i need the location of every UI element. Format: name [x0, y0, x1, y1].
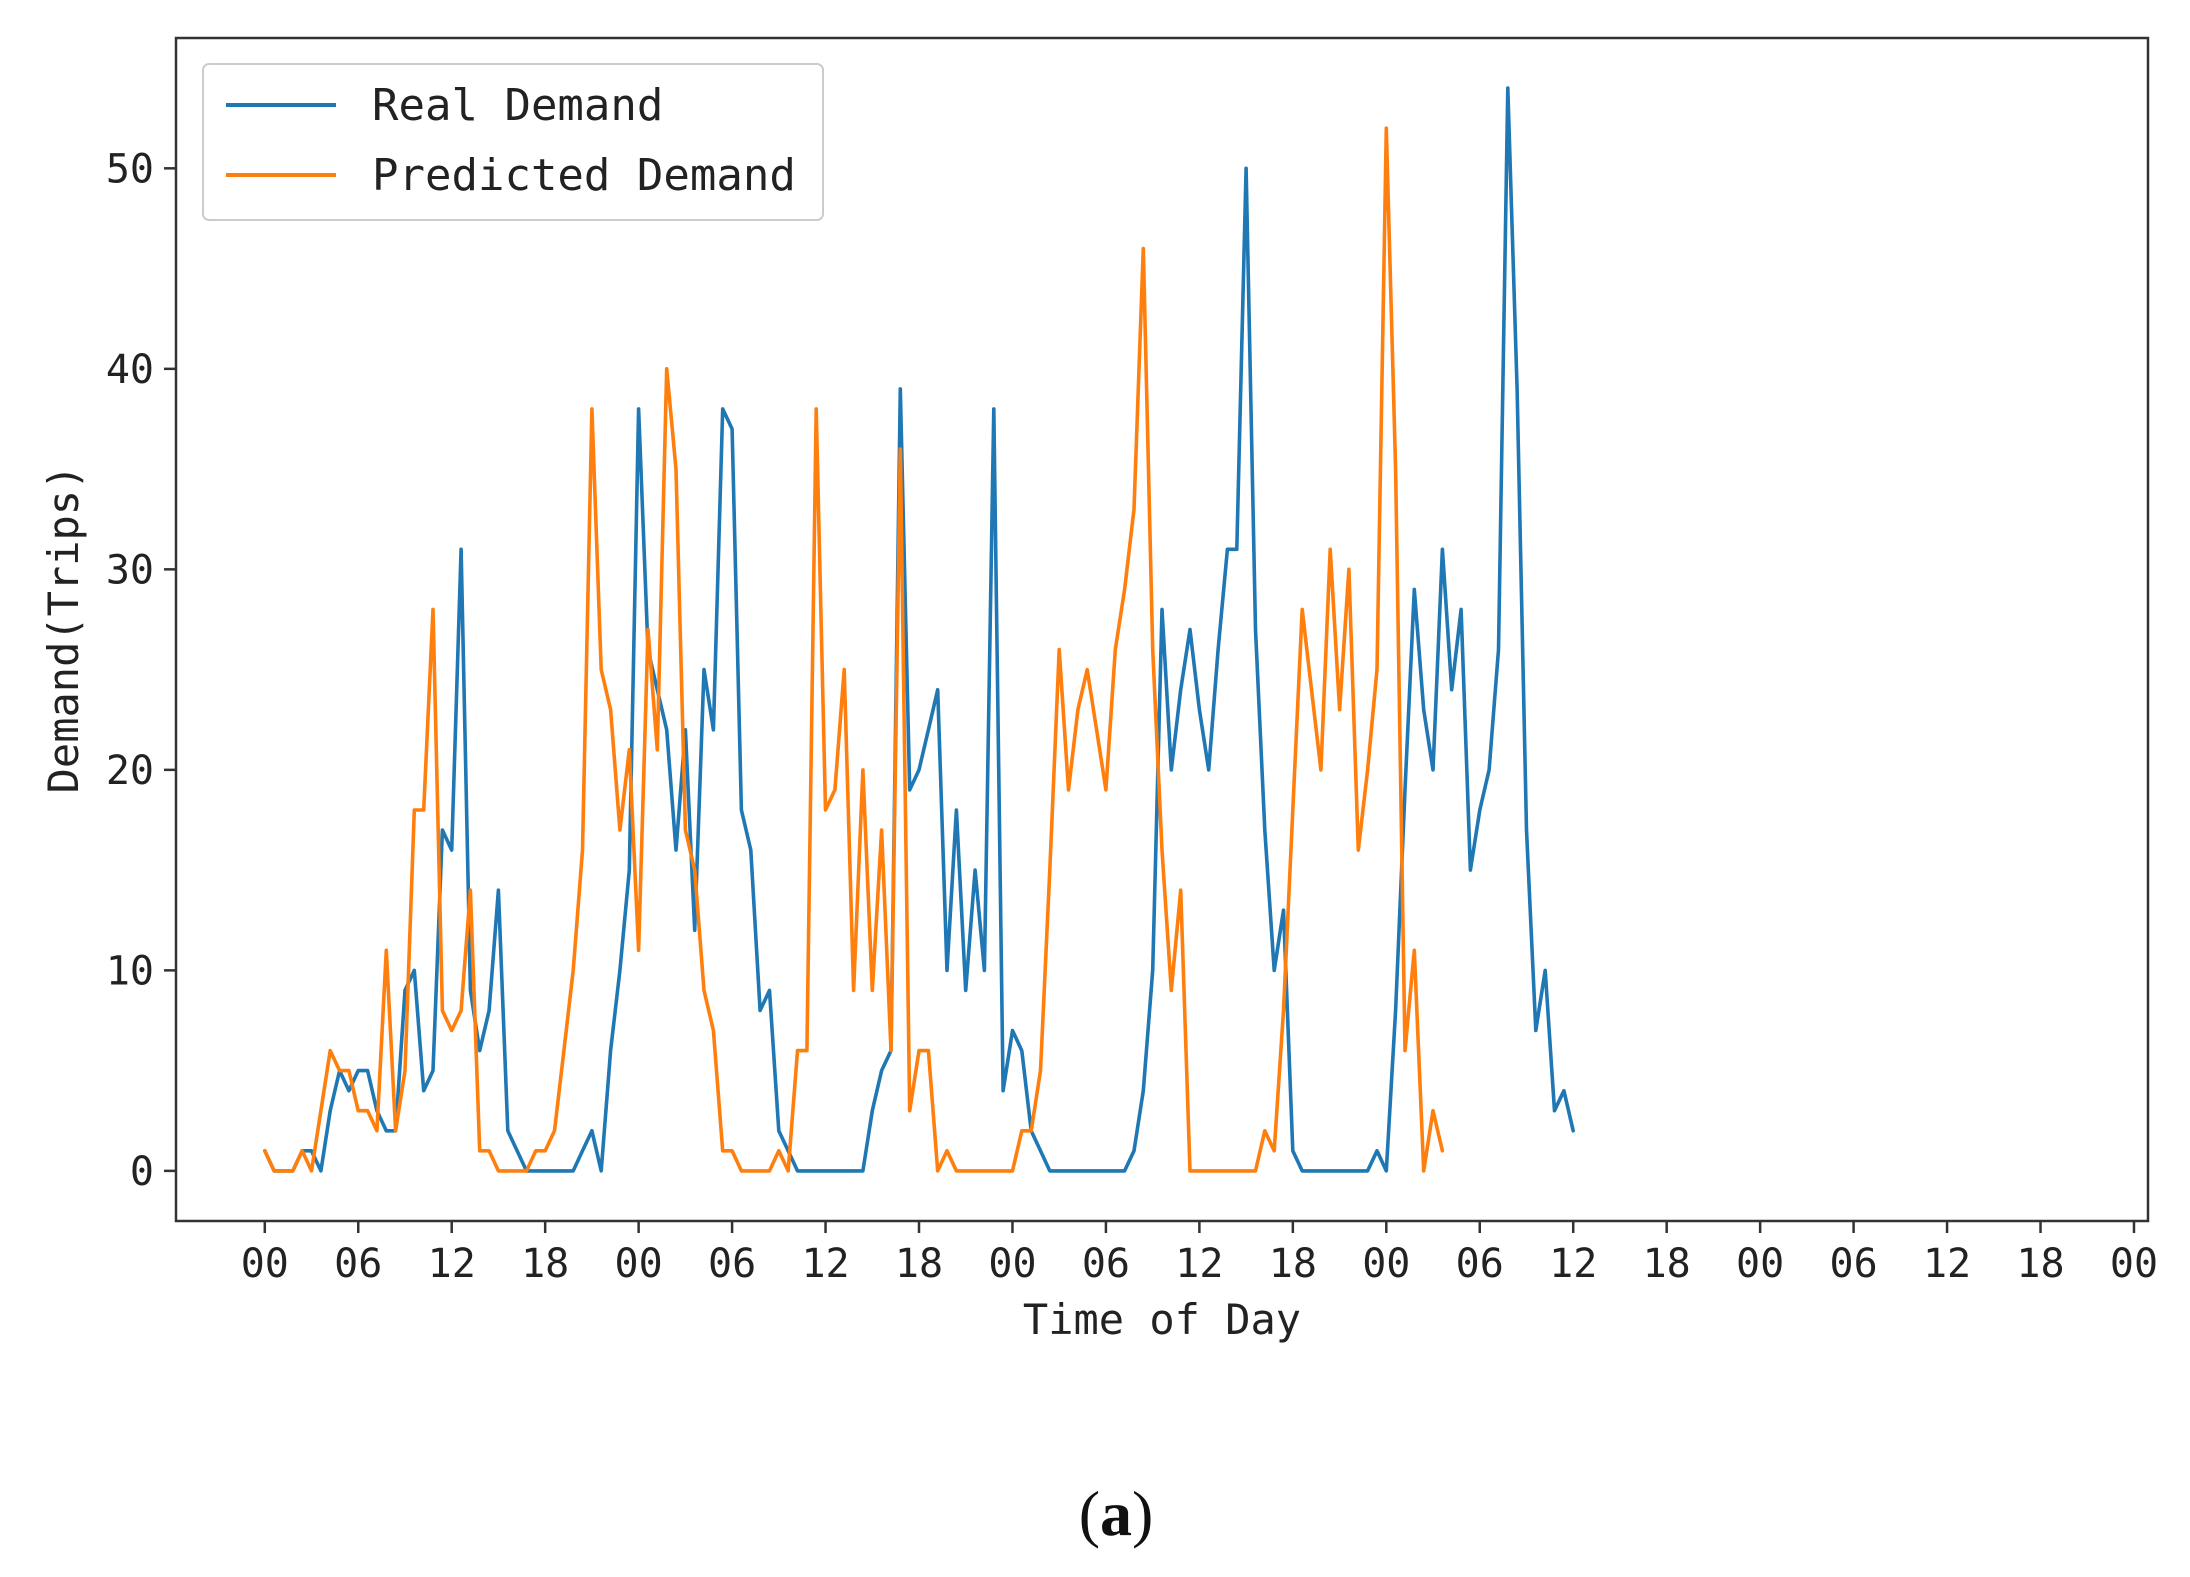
caption-open-paren: (	[1079, 1478, 1100, 1549]
x-axis-ticks: 00 06 12 18 00 06 12 18 00 06 12 18 00 06 12 18 00 06 12 18…	[241, 1221, 2158, 1287]
legend-label-real-demand: Real Demand	[372, 80, 663, 131]
y-axis-title: Demand(Trips)	[39, 465, 88, 794]
x-tick-label: 18	[2016, 1241, 2064, 1287]
x-tick-label: 12	[428, 1241, 476, 1287]
x-tick-label: 00	[1362, 1241, 1410, 1287]
x-tick-label: 06	[1830, 1241, 1878, 1287]
x-tick-label: 00	[1736, 1241, 1784, 1287]
caption-letter: a	[1100, 1478, 1132, 1549]
x-tick-label: 18	[1269, 1241, 1317, 1287]
x-tick-label: 06	[708, 1241, 756, 1287]
x-tick-label: 12	[1175, 1241, 1223, 1287]
x-axis-title: Time of Day	[1023, 1295, 1301, 1344]
y-axis-ticks: 0 10 20 30 40 50	[106, 146, 176, 1195]
legend-label-predicted-demand: Predicted Demand	[372, 150, 796, 201]
y-tick-label: 50	[106, 146, 154, 192]
x-tick-label: 00	[615, 1241, 663, 1287]
y-tick-label: 40	[106, 347, 154, 393]
x-tick-label: 00	[241, 1241, 289, 1287]
x-tick-label: 18	[895, 1241, 943, 1287]
x-tick-label: 18	[1643, 1241, 1691, 1287]
series-layer	[262, 86, 1575, 1173]
x-tick-label: 00	[988, 1241, 1036, 1287]
legend-box	[202, 63, 824, 221]
y-tick-label: 10	[106, 948, 154, 994]
caption-close-paren: )	[1132, 1478, 1153, 1549]
x-tick-label: 06	[1082, 1241, 1130, 1287]
y-tick-label: 0	[130, 1149, 154, 1195]
figure-caption: (a)	[1079, 1478, 1154, 1549]
y-tick-label: 30	[106, 547, 154, 593]
y-tick-label: 20	[106, 748, 154, 794]
x-tick-label: 06	[1456, 1241, 1504, 1287]
x-tick-label: 12	[1549, 1241, 1597, 1287]
x-tick-label: 12	[801, 1241, 849, 1287]
x-tick-label: 12	[1923, 1241, 1971, 1287]
series-line-real-demand	[262, 86, 1575, 1173]
legend: Real Demand Predicted Demand	[202, 63, 824, 221]
x-tick-label: 06	[334, 1241, 382, 1287]
series-line-predicted-demand	[262, 126, 1445, 1173]
x-tick-label: 00	[2110, 1241, 2158, 1287]
x-tick-label: 18	[521, 1241, 569, 1287]
